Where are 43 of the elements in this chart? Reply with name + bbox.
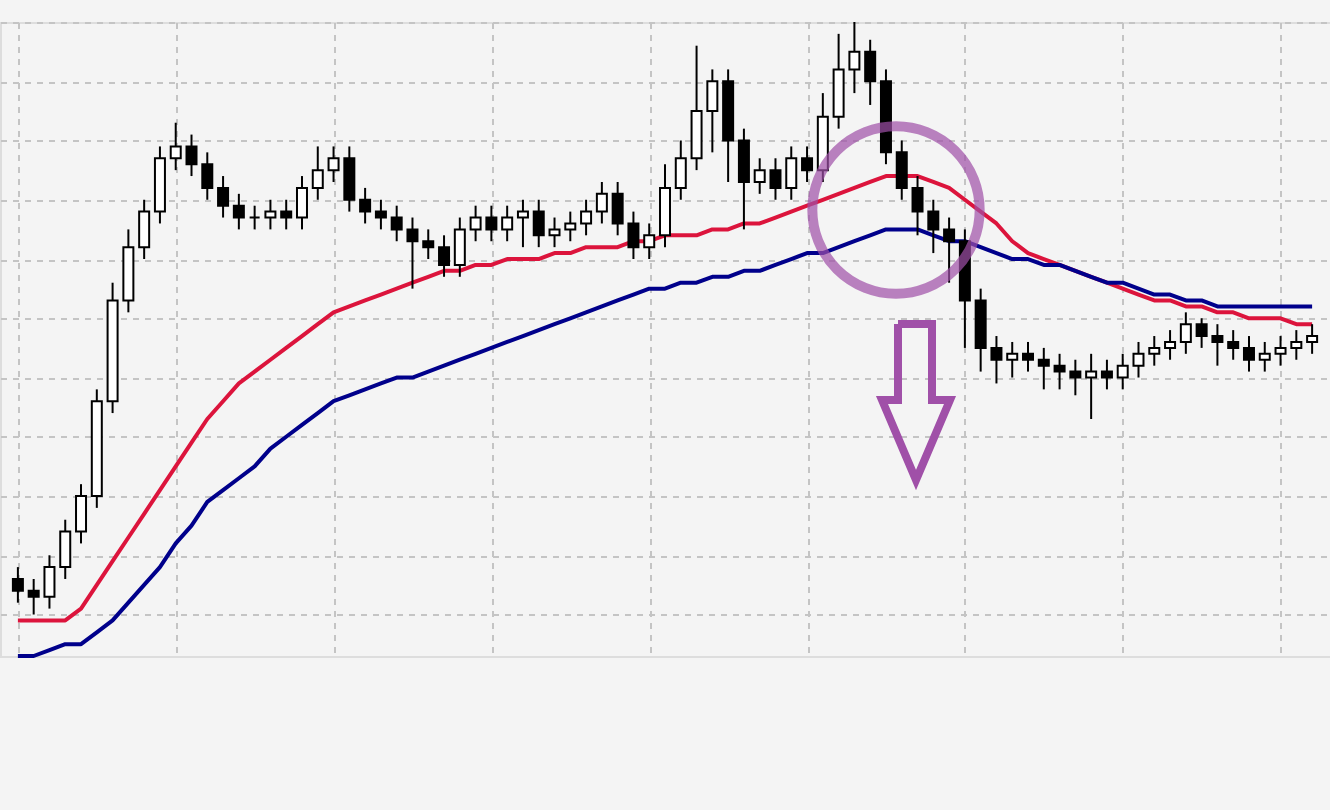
candlestick	[359, 186, 372, 225]
candlestick	[1227, 329, 1240, 361]
candlestick	[1179, 311, 1192, 355]
candlestick	[1037, 346, 1050, 391]
candlestick	[785, 145, 798, 201]
candlestick	[453, 216, 466, 278]
candlestick	[75, 483, 88, 545]
candlestick	[59, 518, 72, 580]
candlestick	[374, 198, 387, 231]
candlestick	[1164, 329, 1177, 361]
candlestick	[532, 198, 545, 249]
candlestick	[1022, 340, 1035, 373]
candlestick	[280, 198, 293, 231]
candlestick	[501, 204, 514, 243]
candlestick	[516, 198, 529, 249]
candlestick	[264, 198, 277, 231]
candlestick	[1306, 323, 1319, 355]
candlestick	[169, 121, 182, 172]
candlestick	[643, 222, 656, 261]
candlestick	[1148, 335, 1161, 367]
candlestick	[248, 204, 261, 231]
candlestick	[659, 163, 671, 249]
candlestick	[1258, 340, 1271, 373]
candlestick	[580, 198, 593, 237]
candlestick	[943, 216, 956, 284]
candlestick	[737, 127, 750, 231]
candlestick	[11, 566, 24, 604]
candlestick	[232, 192, 245, 231]
candlestick	[438, 234, 451, 278]
candlestick	[217, 175, 230, 219]
candlestick	[895, 139, 908, 201]
candlestick	[1006, 340, 1019, 379]
candlestick	[595, 180, 608, 225]
candlestick	[1085, 352, 1098, 420]
candlestick	[138, 198, 151, 261]
candlestick	[801, 145, 814, 183]
candlestick	[1100, 358, 1113, 391]
candlestick	[311, 145, 324, 201]
candlestick	[422, 228, 435, 261]
candlestick	[864, 38, 877, 106]
candlestick	[295, 175, 308, 231]
candlestick	[674, 139, 687, 201]
candlestick	[1242, 335, 1255, 373]
